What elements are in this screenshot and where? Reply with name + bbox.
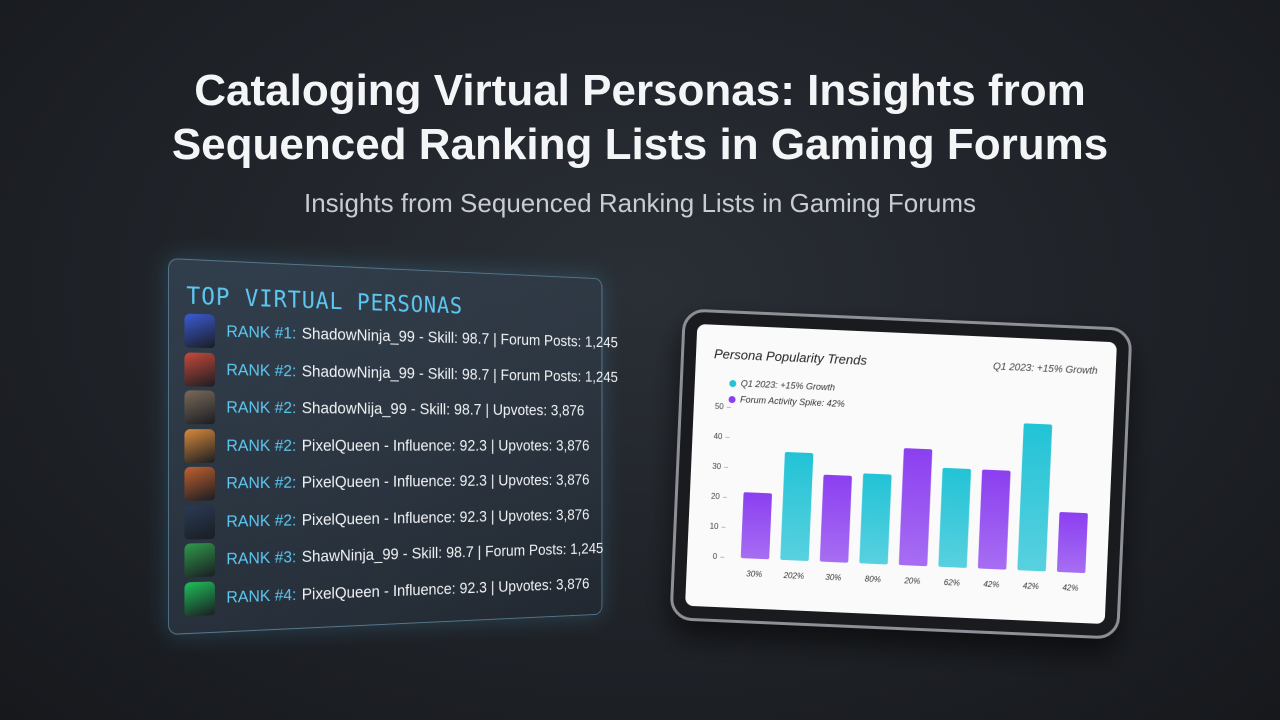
bar	[819, 474, 852, 563]
legend-label: Q1 2023: +15% Growth	[741, 378, 836, 392]
x-tick-label: 42%	[983, 580, 999, 590]
avatar	[184, 313, 215, 349]
x-tick-label: 202%	[782, 571, 804, 581]
annotation: Q1 2023: +15% Growth	[993, 362, 1099, 378]
x-tick-label: 42%	[1062, 583, 1078, 593]
rank-text: PixelQueen - Influence: 92.3 | Upvotes: …	[301, 471, 590, 492]
x-tick-label: 20%	[903, 576, 920, 586]
x-tick-label: 42%	[1023, 582, 1039, 592]
rank-row: RANK #2: PixelQueen - Influence: 92.3 | U…	[184, 427, 589, 465]
rank-label: RANK #3:	[226, 547, 297, 569]
rank-row: RANK #2: PixelQueen - Influence: 92.3 | U…	[184, 463, 589, 503]
y-tick-label: 50	[715, 402, 725, 411]
rank-label: RANK #2:	[226, 510, 297, 531]
y-tick-label: 0	[713, 552, 718, 561]
avatar	[184, 504, 215, 540]
rank-row: RANK #2: ShadowNija_99 - Skill: 98.7 | Up…	[184, 388, 584, 428]
avatar	[184, 542, 215, 578]
avatar	[184, 351, 215, 387]
legend-swatch	[729, 380, 737, 388]
x-tick-label: 30%	[746, 569, 762, 579]
tablet: Persona Popularity Trends Q1 2023: +15% …	[669, 308, 1133, 640]
rank-text: PixelQueen - Influence: 92.3 | Upvotes: …	[301, 574, 590, 604]
tablet-screen: Persona Popularity Trends Q1 2023: +15% …	[685, 323, 1117, 625]
bar	[740, 492, 772, 560]
subtitle: Insights from Sequenced Ranking Lists in…	[304, 188, 976, 218]
x-tick-label: 62%	[944, 578, 960, 588]
x-tick-label: 30%	[825, 573, 841, 583]
bar	[938, 467, 971, 568]
rank-label: RANK #2:	[226, 435, 297, 455]
legend-swatch	[728, 396, 736, 404]
x-tick-label: 80%	[865, 575, 881, 585]
y-tick-label: 10	[709, 522, 719, 531]
bar	[898, 448, 933, 567]
rank-label: RANK #2:	[226, 359, 297, 380]
y-tick-label: 30	[712, 462, 722, 471]
rank-label: RANK #2:	[226, 473, 297, 493]
rank-text: ShadowNinja_99 - Skill: 98.7 | Forum Pos…	[301, 361, 618, 386]
rank-label: RANK #2:	[226, 397, 297, 417]
bar	[977, 469, 1011, 570]
bar	[1017, 423, 1053, 572]
legend-label: Forum Activity Spike: 42%	[740, 394, 845, 409]
rank-text: ShawNinja_99 - Skill: 98.7 | Forum Posts…	[301, 539, 604, 566]
bar	[1056, 512, 1088, 574]
y-tick-label: 40	[713, 432, 723, 441]
rank-text: ShadowNinja_99 - Skill: 98.7 | Forum Pos…	[301, 324, 618, 352]
title: Cataloging Virtual Personas: Insights fr…	[171, 66, 1109, 169]
avatar	[184, 580, 215, 616]
rank-label: RANK #4:	[226, 584, 297, 607]
y-tick-label: 20	[711, 492, 721, 501]
avatar	[184, 428, 215, 463]
bar	[780, 452, 814, 561]
rank-text: PixelQueen - Influence: 92.3 | Upvotes: …	[301, 435, 590, 455]
rank-text: PixelQueen - Influence: 92.3 | Upvotes: …	[301, 505, 590, 529]
rank-text: ShadowNija_99 - Skill: 98.7 | Upvotes: 3…	[301, 398, 585, 420]
rank-label: RANK #1:	[226, 321, 297, 343]
ranking-panel: TOP VIRTUAL PERSONAS RANK #1: ShadowNinja…	[168, 258, 618, 635]
avatar	[184, 390, 215, 425]
chart: Persona Popularity Trends Q1 2023: +15% …	[709, 346, 1099, 593]
bar	[859, 473, 892, 565]
avatar	[184, 466, 215, 501]
chart-title: Persona Popularity Trends	[714, 346, 868, 368]
